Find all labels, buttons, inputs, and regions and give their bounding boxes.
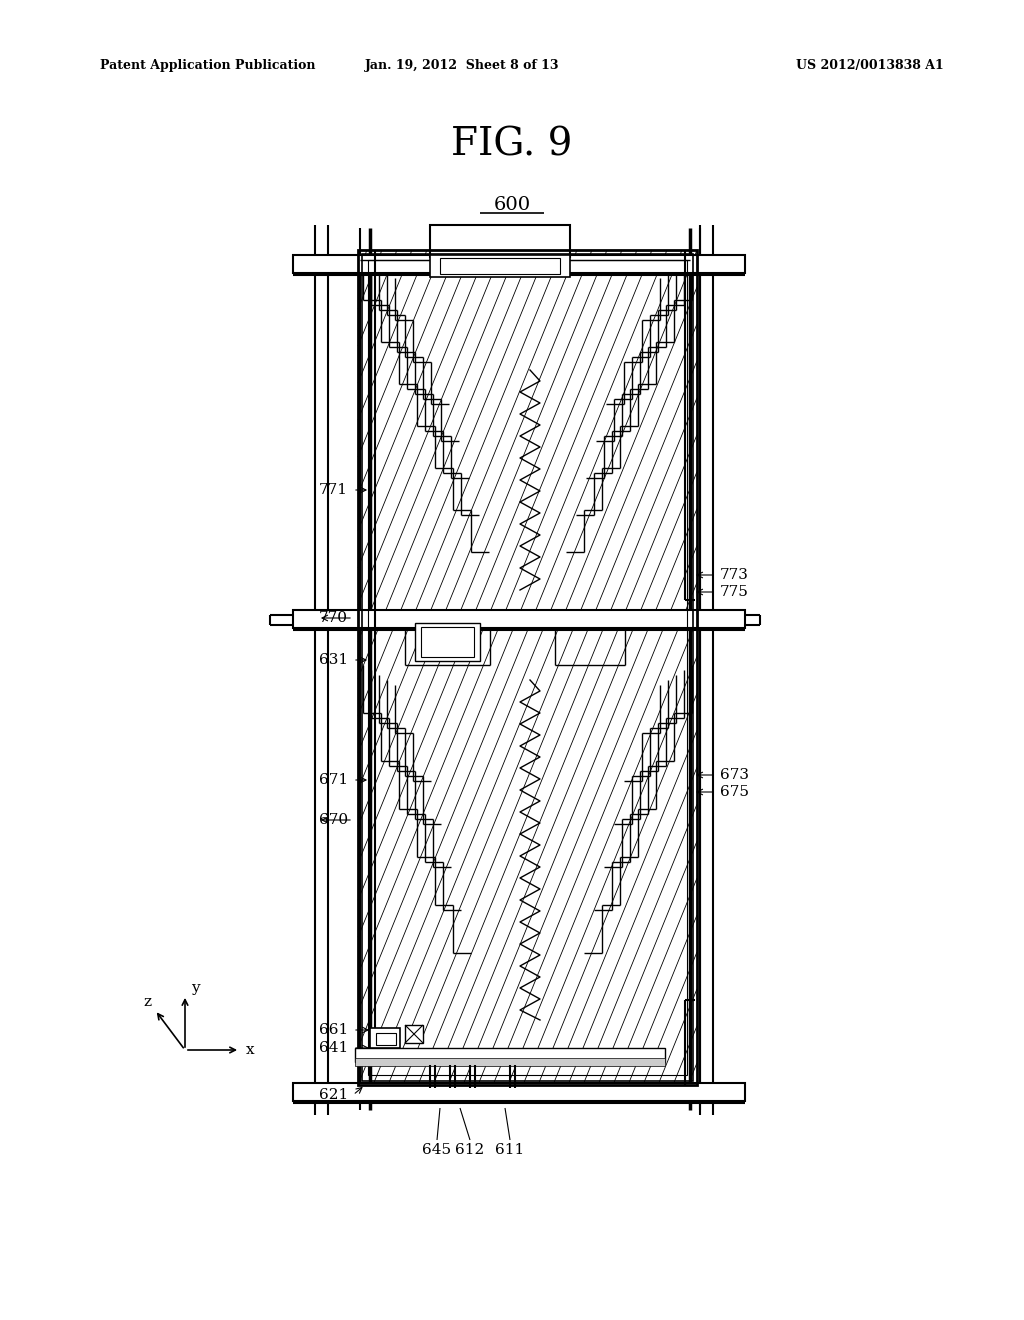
Text: y: y — [190, 981, 200, 995]
Text: z: z — [143, 995, 151, 1008]
Text: 770: 770 — [319, 611, 348, 624]
Bar — [362, 253, 693, 1081]
Bar — [430, 255, 570, 277]
Text: Patent Application Publication: Patent Application Publication — [100, 58, 315, 71]
Bar — [358, 249, 697, 1085]
Bar — [415, 623, 480, 661]
Bar — [355, 1059, 665, 1067]
Text: 771: 771 — [319, 483, 348, 498]
Bar — [430, 224, 570, 257]
Bar — [355, 1048, 665, 1063]
Bar — [293, 1082, 745, 1101]
Bar — [358, 249, 697, 1085]
Text: x: x — [246, 1043, 254, 1057]
Bar — [406, 1026, 423, 1043]
Text: 670: 670 — [318, 813, 348, 828]
Bar — [376, 1034, 396, 1045]
Text: 773: 773 — [720, 568, 749, 582]
Text: 645: 645 — [423, 1143, 452, 1158]
Text: 671: 671 — [318, 774, 348, 787]
Text: 661: 661 — [318, 1023, 348, 1038]
Text: Jan. 19, 2012  Sheet 8 of 13: Jan. 19, 2012 Sheet 8 of 13 — [365, 58, 559, 71]
Text: 621: 621 — [318, 1088, 348, 1102]
Bar — [293, 610, 745, 628]
Text: 675: 675 — [720, 785, 749, 799]
Bar — [370, 1028, 400, 1048]
Text: FIG. 9: FIG. 9 — [452, 127, 572, 164]
Bar — [368, 260, 687, 1074]
Text: 775: 775 — [720, 585, 749, 599]
Text: 673: 673 — [720, 768, 749, 781]
Bar — [421, 627, 474, 657]
Bar — [293, 255, 745, 273]
Text: 600: 600 — [494, 195, 530, 214]
Bar — [440, 257, 560, 275]
Text: 611: 611 — [496, 1143, 524, 1158]
Text: 612: 612 — [456, 1143, 484, 1158]
Text: 631: 631 — [318, 653, 348, 667]
Text: 641: 641 — [318, 1041, 348, 1055]
Text: US 2012/0013838 A1: US 2012/0013838 A1 — [796, 58, 944, 71]
